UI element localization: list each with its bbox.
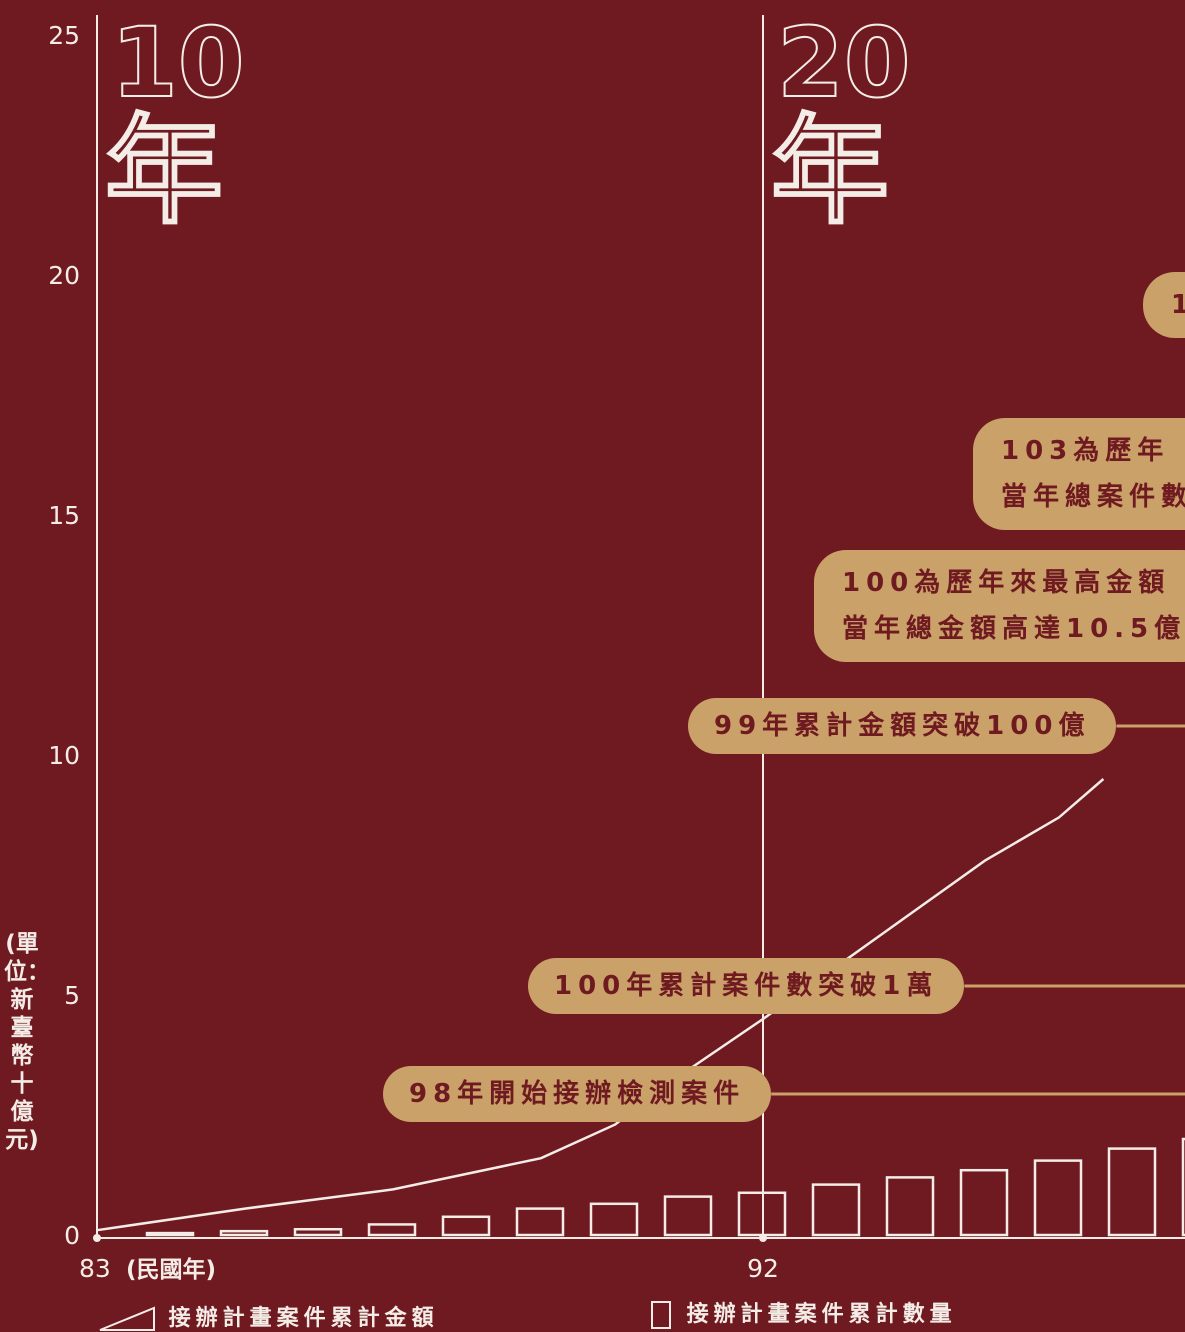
x-tick-dot [93,1234,101,1242]
bar-mark [145,1231,195,1237]
bar-mark [811,1183,861,1237]
annotation-line: 當年總案件數 [1001,482,1185,512]
milestone-number: 10 [111,7,245,119]
legend-line: 接辦計畫案件累計金額 [98,1300,439,1332]
annotation-line: 1 [1171,282,1185,328]
annotation-callout: 103為歷年 當年總案件數 [973,418,1185,530]
bar-legend-icon [651,1301,671,1329]
bar-mark [1181,1137,1185,1237]
y-tick-label: 0 [64,1221,80,1250]
bar-mark [219,1229,269,1237]
bar-mark [959,1168,1009,1237]
bar-mark [367,1223,417,1237]
bar-mark [1107,1147,1157,1237]
y-tick-label: 10 [48,741,80,770]
annotation-callout: 100年累計案件數突破1萬 [528,958,965,1014]
annotation-callout: 98年開始接辦檢測案件 [383,1066,772,1122]
milestone-char: 年 [105,102,223,240]
milestone-number: 20 [777,7,911,119]
bar-mark [663,1195,713,1237]
annotation-callout: 1 [1143,272,1185,338]
bar-mark [293,1227,343,1237]
annotation-line: 98年開始接辦檢測案件 [409,1079,746,1109]
milestone-char: 年 [771,102,889,240]
y-tick-label: 15 [48,501,80,530]
y-axis-label: (單位：新臺幣十億元) [4,931,50,1153]
bar-mark [589,1202,639,1237]
x-tick-label: 83 [79,1254,111,1283]
annotation-callout: 99年累計金額突破100億 [688,698,1117,754]
legend-line-label: 接辦計畫案件累計金額 [168,1306,439,1331]
x-tick-label: 92 [747,1254,779,1283]
x-tick-dot [759,1234,767,1242]
y-tick-label: 20 [48,261,80,290]
bar-mark [885,1176,935,1237]
legend-bar: 接辦計畫案件累計數量 [650,1296,957,1330]
legend-bar-label: 接辦計畫案件累計數量 [686,1302,957,1327]
y-tick-label: 25 [48,21,80,50]
line-legend-icon [99,1306,155,1331]
annotation-line: 103為歷年 [1001,436,1170,466]
bar-mark [515,1207,565,1237]
x-axis-unit: (民國年) [126,1256,216,1283]
cumulative-amount-line [96,778,1105,1232]
bar-mark [441,1215,491,1237]
bar-mark [1033,1159,1083,1237]
annotation-line: 100年累計案件數突破1萬 [554,971,939,1001]
annotation-line: 100為歷年來最高金額 [842,568,1171,598]
annotation-line: 99年累計金額突破100億 [714,711,1091,741]
annotation-line: 當年總金額高達10.5億 [842,614,1185,644]
annotation-callout: 100為歷年來最高金額 當年總金額高達10.5億 [814,550,1185,662]
y-tick-label: 5 [64,981,80,1010]
